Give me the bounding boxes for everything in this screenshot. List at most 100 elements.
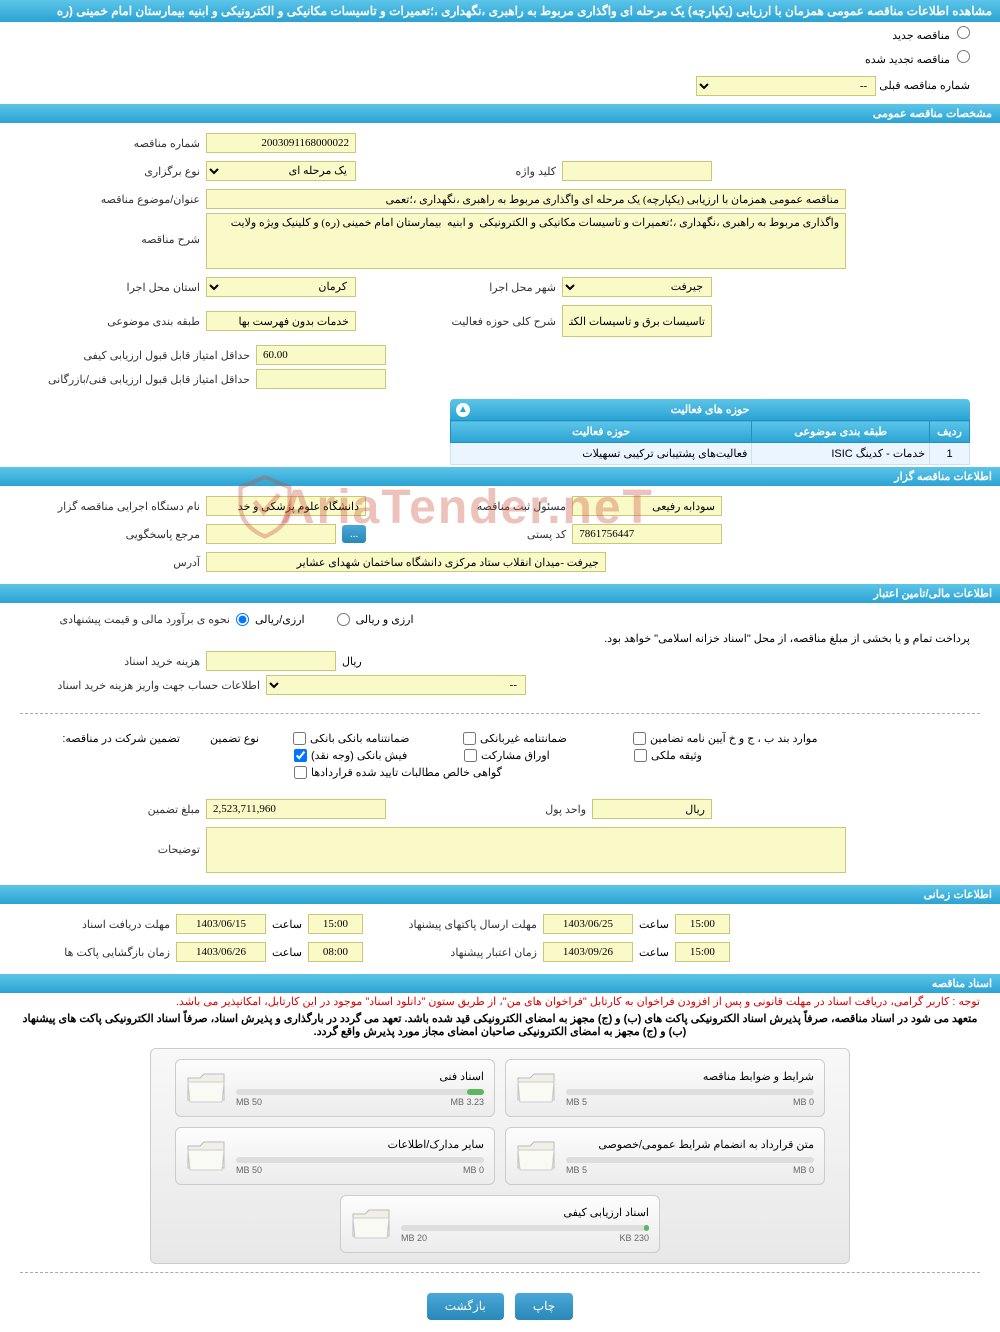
doc-title: اسناد فنی bbox=[236, 1070, 484, 1083]
section-organizer-header: اطلاعات مناقصه گزار bbox=[0, 467, 1000, 486]
participation-label: تضمین شرکت در مناقصه: bbox=[30, 732, 180, 745]
renewed-tender-label: مناقصه تجدید شده bbox=[865, 54, 950, 66]
page-title: مشاهده اطلاعات مناقصه عمومی همزمان با ار… bbox=[0, 0, 1000, 22]
renewed-tender-radio[interactable] bbox=[957, 50, 970, 63]
exec-name-label: نام دستگاه اجرایی مناقصه گزار bbox=[30, 500, 200, 513]
prev-number-select[interactable]: -- bbox=[696, 76, 876, 96]
guarantee-notes-label: توضیحات bbox=[30, 827, 200, 856]
bank-guarantee-label: ضمانتنامه بانکی بانکی bbox=[310, 732, 409, 745]
currency-both-radio[interactable] bbox=[337, 613, 350, 626]
doc-box-technical[interactable]: اسناد فنی 50 MB3.23 MB bbox=[175, 1059, 495, 1117]
doc-box-conditions[interactable]: شرایط و ضوابط مناقصه 5 MB0 MB bbox=[505, 1059, 825, 1117]
keyword-label: کلید واژه bbox=[436, 165, 556, 178]
prev-number-row: شماره مناقصه قبلی -- bbox=[0, 70, 1000, 102]
back-button[interactable]: بازگشت bbox=[427, 1293, 504, 1320]
province-label: استان محل اجرا bbox=[30, 281, 200, 294]
collapse-icon[interactable]: ▲ bbox=[456, 403, 470, 417]
nonbank-guarantee-checkbox[interactable] bbox=[463, 732, 476, 745]
tender-number-input[interactable] bbox=[206, 133, 356, 153]
activity-scope-input[interactable] bbox=[562, 305, 712, 337]
action-buttons: چاپ بازگشت bbox=[0, 1281, 1000, 1332]
doc-bar-fill bbox=[467, 1089, 484, 1095]
payment-note: پرداخت تمام و یا بخشی از مبلغ مناقصه، از… bbox=[30, 630, 970, 647]
guarantee-amount-area: مبلغ تضمین واحد پول توضیحات bbox=[0, 789, 1000, 883]
postal-code-input[interactable] bbox=[572, 524, 722, 544]
currency-both-label: ارزی و ریالی bbox=[356, 613, 414, 626]
receive-deadline-label: مهلت دریافت اسناد bbox=[50, 918, 170, 931]
inquiry-ref-input[interactable] bbox=[206, 524, 336, 544]
doc-used: 0 MB bbox=[463, 1165, 484, 1175]
activity-row-num: 1 bbox=[930, 443, 970, 465]
guarantee-amount-input[interactable] bbox=[206, 799, 386, 819]
folder-icon bbox=[516, 1072, 556, 1104]
description-textarea[interactable] bbox=[206, 213, 846, 269]
section-documents-header: اسناد مناقصه bbox=[0, 974, 1000, 993]
activity-table: ردیف طبقه بندی موضوعی حوزه فعالیت 1 خدما… bbox=[450, 420, 970, 465]
nonbank-guarantee-label: ضمانتنامه غیربانکی bbox=[480, 732, 567, 745]
bond-cases-checkbox[interactable] bbox=[633, 732, 646, 745]
deposit-account-label: اطلاعات حساب جهت واریز هزینه خرید اسناد bbox=[30, 679, 260, 692]
doc-box-other[interactable]: سایر مدارک/اطلاعات 50 MB0 MB bbox=[175, 1127, 495, 1185]
guarantee-area: تضمین شرکت در مناقصه: نوع تضمین ضمانتنام… bbox=[0, 722, 1000, 789]
doc-purchase-cost-input[interactable] bbox=[206, 651, 336, 671]
currency-rial-radio[interactable] bbox=[236, 613, 249, 626]
doc-used: 0 MB bbox=[793, 1165, 814, 1175]
guarantee-type-label: نوع تضمین bbox=[210, 732, 259, 745]
folder-icon bbox=[351, 1208, 391, 1240]
documents-grid: شرایط و ضوابط مناقصه 5 MB0 MB اسناد فنی … bbox=[150, 1048, 850, 1264]
deposit-account-select[interactable]: -- bbox=[266, 675, 526, 695]
category-input[interactable] bbox=[206, 311, 356, 331]
activity-col-row: ردیف bbox=[930, 421, 970, 443]
reg-officer-input[interactable] bbox=[572, 496, 722, 516]
timing-area: مهلت دریافت اسناد ساعت مهلت ارسال پاکتها… bbox=[0, 904, 1000, 972]
property-deed-label: وثیقه ملکی bbox=[651, 749, 702, 762]
time-label-3: ساعت bbox=[272, 946, 302, 959]
doc-box-evaluation[interactable]: اسناد ارزیابی کیفی 20 MB230 KB bbox=[340, 1195, 660, 1253]
validity-time-input[interactable] bbox=[675, 942, 730, 962]
validity-date-input[interactable] bbox=[543, 942, 633, 962]
min-quality-score-input[interactable] bbox=[256, 345, 386, 365]
min-tech-score-input[interactable] bbox=[256, 369, 386, 389]
separator-2 bbox=[20, 1272, 980, 1273]
send-time-input[interactable] bbox=[675, 914, 730, 934]
print-button[interactable]: چاپ bbox=[515, 1293, 573, 1320]
doc-total: 5 MB bbox=[566, 1097, 587, 1107]
property-deed-checkbox[interactable] bbox=[634, 749, 647, 762]
guarantee-unit-input[interactable] bbox=[592, 799, 712, 819]
guarantee-notes-textarea[interactable] bbox=[206, 827, 846, 873]
tender-number-label: شماره مناقصه bbox=[30, 137, 200, 150]
city-select[interactable]: جیرفت bbox=[562, 277, 712, 297]
new-tender-label: مناقصه جدید bbox=[892, 30, 950, 42]
doc-total: 50 MB bbox=[236, 1165, 262, 1175]
receive-date-input[interactable] bbox=[176, 914, 266, 934]
doc-used: 0 MB bbox=[793, 1097, 814, 1107]
guarantee-unit-label: واحد پول bbox=[466, 803, 586, 816]
subject-input[interactable] bbox=[206, 189, 846, 209]
exec-name-input[interactable] bbox=[206, 496, 366, 516]
address-label: آدرس bbox=[30, 556, 200, 569]
activity-scope-label: شرح کلی حوزه فعالیت bbox=[436, 315, 556, 328]
min-tech-score-label: حداقل امتیاز قابل قبول ارزیابی فنی/بازرگ… bbox=[30, 373, 250, 386]
receive-time-input[interactable] bbox=[308, 914, 363, 934]
bank-guarantee-checkbox[interactable] bbox=[293, 732, 306, 745]
bank-receipt-checkbox[interactable] bbox=[294, 749, 307, 762]
opening-time-input[interactable] bbox=[308, 942, 363, 962]
send-date-input[interactable] bbox=[543, 914, 633, 934]
inquiry-ref-label: مرجع پاسخگویی bbox=[30, 528, 200, 541]
opening-date-input[interactable] bbox=[176, 942, 266, 962]
browse-button[interactable]: ... bbox=[342, 525, 366, 543]
new-tender-radio[interactable] bbox=[957, 26, 970, 39]
bond-cases-label: موارد بند ب ، ج و خ آیین نامه تضامین bbox=[650, 732, 817, 745]
notice-line-2: متعهد می شود در اسناد مناقصه، صرفاً پذیر… bbox=[0, 1010, 1000, 1040]
participation-bonds-checkbox[interactable] bbox=[464, 749, 477, 762]
address-input[interactable] bbox=[206, 552, 606, 572]
doc-box-contract[interactable]: متن قرارداد به انضمام شرایط عمومی/خصوصی … bbox=[505, 1127, 825, 1185]
keyword-input[interactable] bbox=[562, 161, 712, 181]
province-select[interactable]: کرمان bbox=[206, 277, 356, 297]
holding-type-select[interactable]: یک مرحله ای bbox=[206, 161, 356, 181]
activity-col-scope: حوزه فعالیت bbox=[451, 421, 752, 443]
doc-purchase-cost-label: هزینه خرید اسناد bbox=[30, 655, 200, 668]
guarantee-amount-label: مبلغ تضمین bbox=[30, 803, 200, 816]
verified-claims-checkbox[interactable] bbox=[294, 766, 307, 779]
estimate-method-label: نحوه ی برآورد مالی و قیمت پیشنهادی bbox=[30, 613, 230, 626]
